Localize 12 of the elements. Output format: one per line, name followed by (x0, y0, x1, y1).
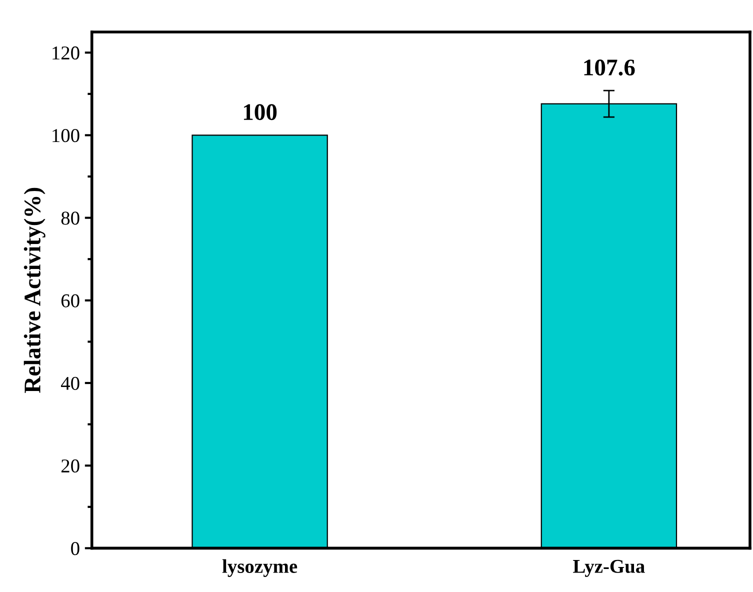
x-tick-label: lysozyme (222, 559, 298, 577)
y-tick-label: 60 (61, 294, 80, 308)
y-axis-title: Relative Activity(%) (24, 188, 46, 393)
x-tick-label: Lyz-Gua (573, 560, 645, 577)
y-tick-label: 100 (52, 129, 80, 142)
y-tick-label: 0 (71, 542, 80, 556)
y-tick-label: 40 (60, 376, 80, 390)
data-label: 107.6 (584, 60, 635, 76)
y-tick-label: 20 (61, 459, 80, 473)
y-tick-label: 80 (61, 212, 80, 225)
data-label: 100 (244, 104, 277, 120)
y-tick-label: 120 (52, 46, 80, 60)
